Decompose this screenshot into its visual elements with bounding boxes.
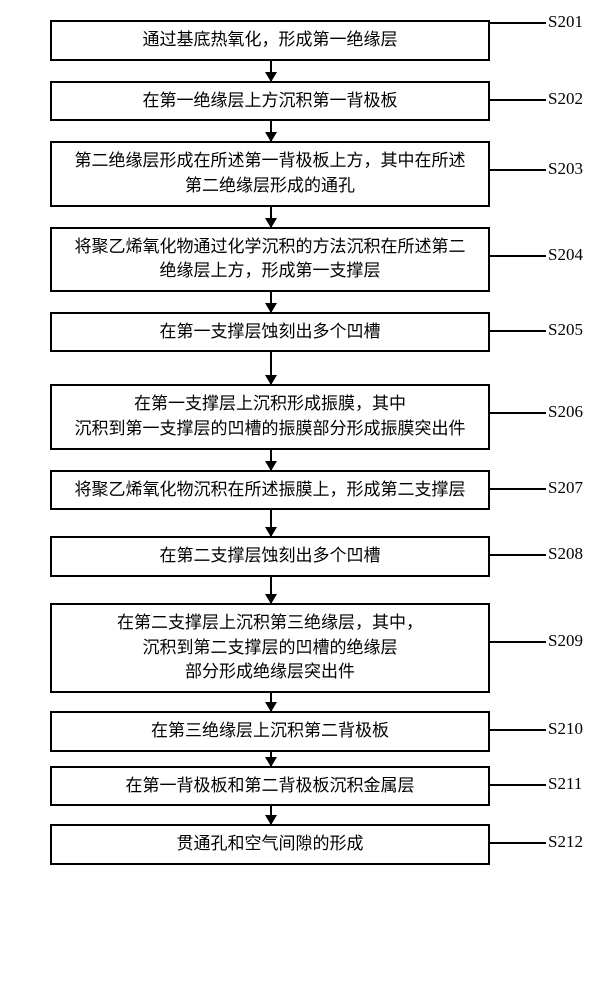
step-row-s211: 在第一背极板和第二背极板沉积金属层S211: [20, 766, 576, 807]
arrow-down: [270, 510, 272, 536]
step-text-line: 在第三绝缘层上沉积第二背极板: [62, 719, 478, 744]
arrow-down: [270, 806, 272, 824]
step-label-s206: S206: [548, 402, 583, 422]
step-box-s211: 在第一背极板和第二背极板沉积金属层: [50, 766, 490, 807]
step-label-s205: S205: [548, 320, 583, 340]
step-row-s210: 在第三绝缘层上沉积第二背极板S210: [20, 711, 576, 752]
step-box-s208: 在第二支撑层蚀刻出多个凹槽: [50, 536, 490, 577]
step-text-line: 绝缘层上方，形成第一支撑层: [62, 259, 478, 284]
step-text-line: 在第二支撑层上沉积第三绝缘层，其中，: [62, 611, 478, 636]
step-label-s207: S207: [548, 478, 583, 498]
lead-line: [490, 488, 546, 490]
step-text-line: 将聚乙烯氧化物通过化学沉积的方法沉积在所述第二: [62, 235, 478, 260]
step-row-s203: 第二绝缘层形成在所述第一背极板上方，其中在所述第二绝缘层形成的通孔S203: [20, 141, 576, 206]
step-box-s202: 在第一绝缘层上方沉积第一背极板: [50, 81, 490, 122]
lead-line: [490, 842, 546, 844]
lead-line: [490, 729, 546, 731]
arrow-down: [270, 207, 272, 227]
step-text-line: 第二绝缘层形成在所述第一背极板上方，其中在所述: [62, 149, 478, 174]
step-text-line: 部分形成绝缘层突出件: [62, 660, 478, 685]
arrow-down: [270, 450, 272, 470]
lead-line: [490, 784, 546, 786]
step-box-s210: 在第三绝缘层上沉积第二背极板: [50, 711, 490, 752]
step-label-s212: S212: [548, 832, 583, 852]
step-label-s203: S203: [548, 159, 583, 179]
step-box-s206: 在第一支撑层上沉积形成振膜，其中沉积到第一支撑层的凹槽的振膜部分形成振膜突出件: [50, 384, 490, 449]
step-box-s212: 贯通孔和空气间隙的形成: [50, 824, 490, 865]
step-label-s201: S201: [548, 12, 583, 32]
flowchart-container: 通过基底热氧化，形成第一绝缘层S201 在第一绝缘层上方沉积第一背极板S202 第二…: [20, 20, 576, 865]
lead-line: [490, 330, 546, 332]
step-text-line: 在第一支撑层上沉积形成振膜，其中: [62, 392, 478, 417]
step-row-s201: 通过基底热氧化，形成第一绝缘层S201: [20, 20, 576, 61]
step-box-s205: 在第一支撑层蚀刻出多个凹槽: [50, 312, 490, 353]
step-row-s212: 贯通孔和空气间隙的形成S212: [20, 824, 576, 865]
arrow-down: [270, 121, 272, 141]
arrow-down: [270, 752, 272, 766]
step-box-s207: 将聚乙烯氧化物沉积在所述振膜上，形成第二支撑层: [50, 470, 490, 511]
step-box-s209: 在第二支撑层上沉积第三绝缘层，其中，沉积到第二支撑层的凹槽的绝缘层部分形成绝缘层…: [50, 603, 490, 693]
step-row-s206: 在第一支撑层上沉积形成振膜，其中沉积到第一支撑层的凹槽的振膜部分形成振膜突出件S…: [20, 384, 576, 449]
step-text-line: 在第一支撑层蚀刻出多个凹槽: [62, 320, 478, 345]
lead-line: [490, 255, 546, 257]
step-label-s202: S202: [548, 89, 583, 109]
step-text-line: 沉积到第二支撑层的凹槽的绝缘层: [62, 636, 478, 661]
step-box-s201: 通过基底热氧化，形成第一绝缘层: [50, 20, 490, 61]
lead-line: [490, 169, 546, 171]
lead-line: [490, 641, 546, 643]
step-text-line: 在第一背极板和第二背极板沉积金属层: [62, 774, 478, 799]
step-text-line: 在第二支撑层蚀刻出多个凹槽: [62, 544, 478, 569]
step-label-s204: S204: [548, 245, 583, 265]
lead-line: [490, 412, 546, 414]
step-text-line: 通过基底热氧化，形成第一绝缘层: [62, 28, 478, 53]
step-row-s209: 在第二支撑层上沉积第三绝缘层，其中，沉积到第二支撑层的凹槽的绝缘层部分形成绝缘层…: [20, 603, 576, 693]
step-text-line: 将聚乙烯氧化物沉积在所述振膜上，形成第二支撑层: [62, 478, 478, 503]
step-box-s204: 将聚乙烯氧化物通过化学沉积的方法沉积在所述第二绝缘层上方，形成第一支撑层: [50, 227, 490, 292]
step-label-s211: S211: [548, 774, 582, 794]
step-text-line: 沉积到第一支撑层的凹槽的振膜部分形成振膜突出件: [62, 417, 478, 442]
step-text-line: 在第一绝缘层上方沉积第一背极板: [62, 89, 478, 114]
arrow-down: [270, 352, 272, 384]
step-text-line: 第二绝缘层形成的通孔: [62, 174, 478, 199]
lead-line: [490, 99, 546, 101]
arrow-down: [270, 61, 272, 81]
step-label-s208: S208: [548, 544, 583, 564]
step-row-s205: 在第一支撑层蚀刻出多个凹槽S205: [20, 312, 576, 353]
step-row-s207: 将聚乙烯氧化物沉积在所述振膜上，形成第二支撑层S207: [20, 470, 576, 511]
arrow-down: [270, 693, 272, 711]
step-row-s204: 将聚乙烯氧化物通过化学沉积的方法沉积在所述第二绝缘层上方，形成第一支撑层S204: [20, 227, 576, 292]
lead-line: [490, 22, 546, 24]
arrow-down: [270, 577, 272, 603]
step-box-s203: 第二绝缘层形成在所述第一背极板上方，其中在所述第二绝缘层形成的通孔: [50, 141, 490, 206]
step-text-line: 贯通孔和空气间隙的形成: [62, 832, 478, 857]
step-row-s208: 在第二支撑层蚀刻出多个凹槽S208: [20, 536, 576, 577]
lead-line: [490, 554, 546, 556]
step-label-s209: S209: [548, 631, 583, 651]
step-label-s210: S210: [548, 719, 583, 739]
step-row-s202: 在第一绝缘层上方沉积第一背极板S202: [20, 81, 576, 122]
arrow-down: [270, 292, 272, 312]
